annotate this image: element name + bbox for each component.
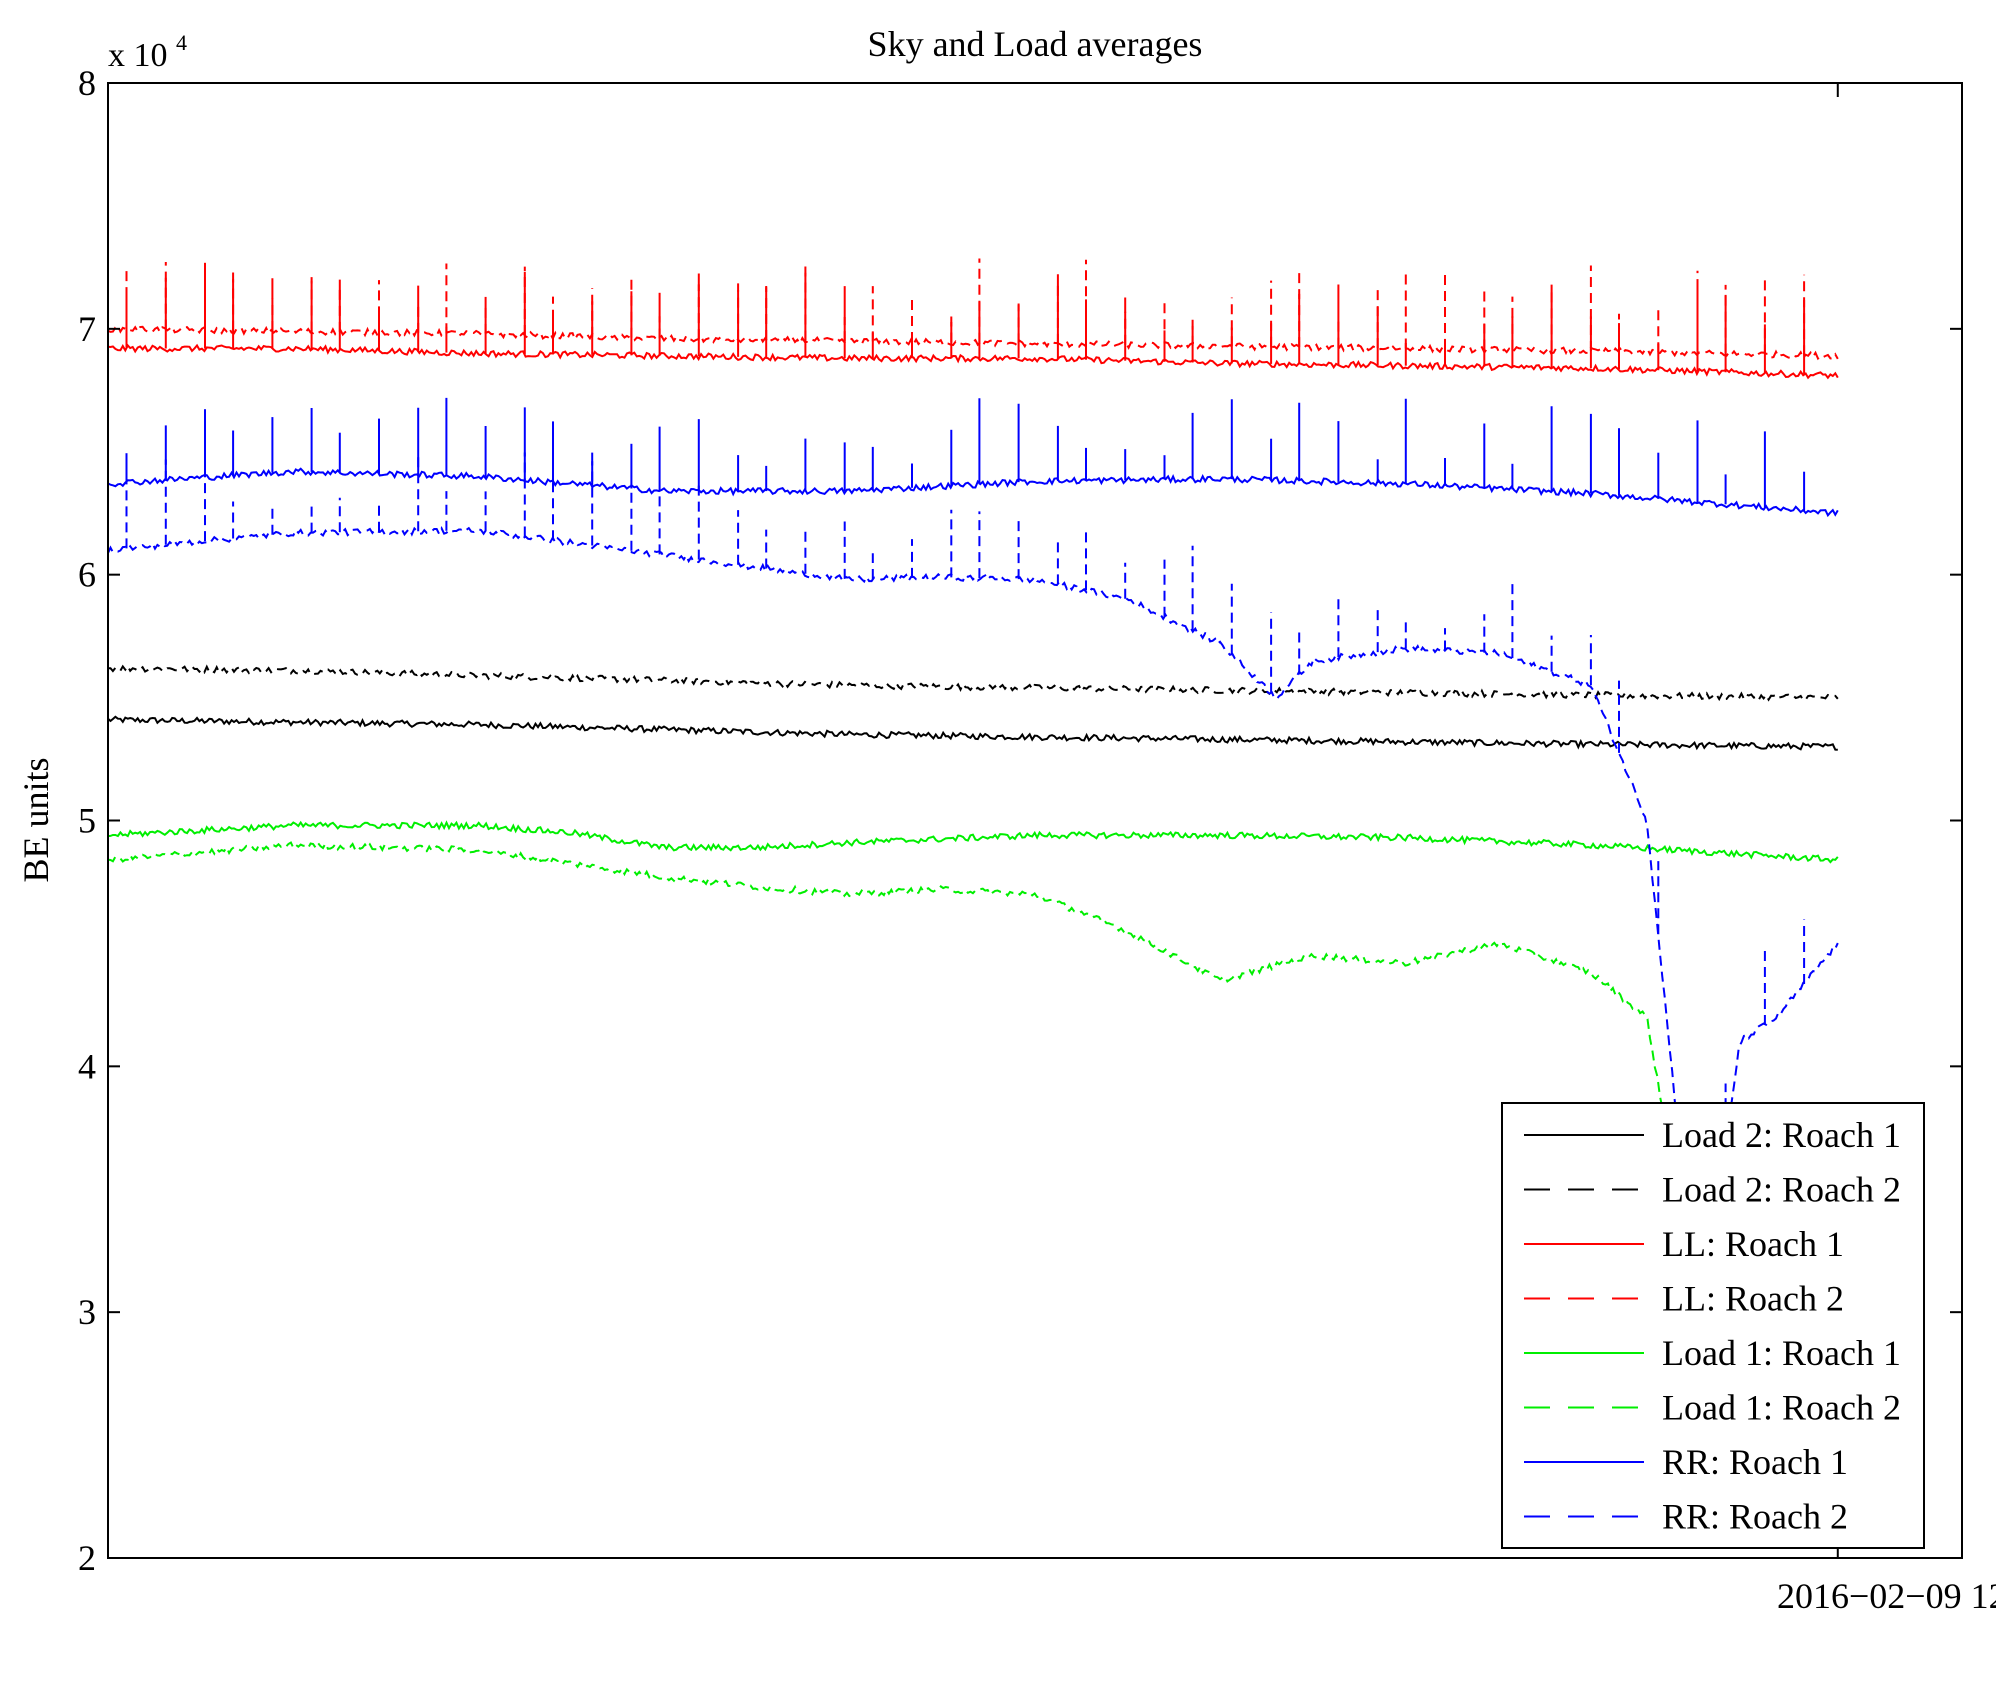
legend-label: RR: Roach 2 <box>1662 1497 1848 1537</box>
chart-title: Sky and Load averages <box>868 24 1203 64</box>
legend-label: LL: Roach 1 <box>1662 1224 1844 1264</box>
y-tick-label: 7 <box>78 309 96 349</box>
y-exponent-base: x 10 <box>108 37 168 74</box>
y-tick-label: 5 <box>78 801 96 841</box>
legend-box <box>1501 1102 1925 1549</box>
legend-label: LL: Roach 2 <box>1662 1279 1844 1319</box>
legend-label: Load 1: Roach 2 <box>1662 1388 1901 1428</box>
y-axis-label: BE units <box>16 757 56 882</box>
series-line-2 <box>107 343 1839 380</box>
legend-label: Load 2: Roach 1 <box>1662 1115 1901 1155</box>
y-axis-ticks: 2 3 4 5 6 7 8 <box>78 63 1962 1578</box>
legend-label: Load 1: Roach 1 <box>1662 1333 1901 1373</box>
y-exponent-power: 4 <box>176 30 187 55</box>
y-tick-label: 6 <box>78 555 96 595</box>
legend-label: RR: Roach 1 <box>1662 1442 1848 1482</box>
series-line-0 <box>107 715 1838 751</box>
legend: Load 2: Roach 1 Load 2: Roach 2 LL: Roach … <box>1501 1102 1925 1549</box>
x-tick-label: 2016−02−09 12:00:00 <box>1777 1576 1996 1616</box>
legend-label: Load 2: Roach 2 <box>1662 1170 1901 1210</box>
y-tick-label: 3 <box>78 1292 96 1332</box>
series-line-4 <box>107 820 1839 864</box>
series-line-7 <box>107 526 1839 1227</box>
x-axis-ticks: 2016−02−09 12:00:00 <box>1777 83 1996 1616</box>
y-tick-label: 2 <box>78 1538 96 1578</box>
y-exponent-label: x 10 4 <box>108 30 187 74</box>
series-line-3 <box>107 324 1839 361</box>
series-line-5 <box>107 841 1839 1365</box>
y-tick-label: 8 <box>78 63 96 103</box>
plot-data-layer <box>107 258 1839 1365</box>
y-tick-label: 4 <box>78 1046 96 1086</box>
series-line-6 <box>107 467 1839 518</box>
